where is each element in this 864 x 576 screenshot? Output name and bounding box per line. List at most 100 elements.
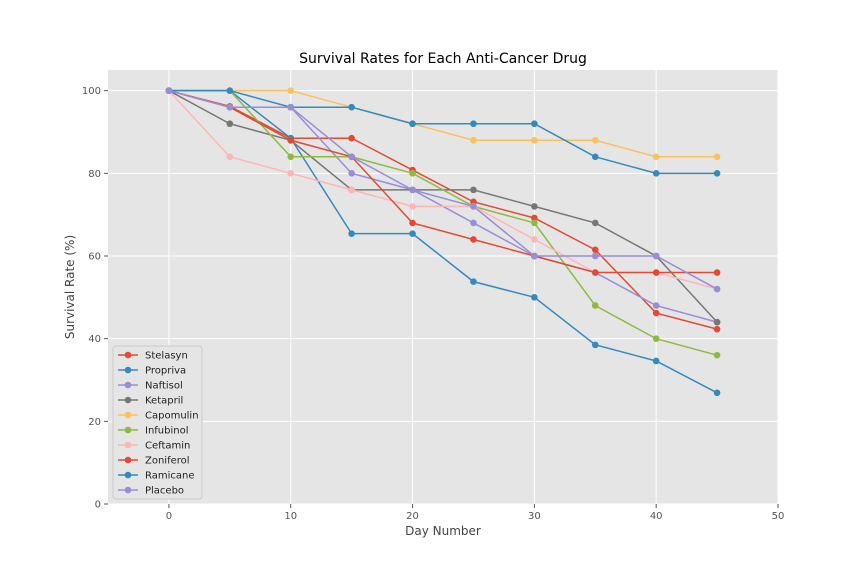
plot-background (108, 70, 778, 504)
data-point (591, 302, 599, 309)
data-point (409, 203, 416, 210)
data-point (348, 170, 355, 177)
data-point (165, 87, 173, 94)
y-tick-label: 100 (82, 86, 101, 97)
legend-item: Ketapril (118, 396, 183, 407)
data-point (470, 136, 477, 144)
data-point (591, 219, 599, 227)
x-tick-label: 30 (528, 511, 541, 522)
data-point (531, 136, 538, 144)
data-point (713, 389, 721, 397)
x-axis-label: Day Number (405, 524, 481, 538)
data-point (591, 246, 599, 254)
data-point (287, 87, 295, 94)
data-point (713, 170, 721, 177)
legend-label: Propriva (145, 366, 186, 377)
data-point (531, 219, 538, 227)
data-point (713, 325, 721, 333)
data-point (652, 170, 660, 177)
data-point (226, 87, 234, 94)
legend-marker (124, 366, 132, 374)
data-point (652, 357, 660, 365)
x-tick-label: 0 (166, 511, 172, 522)
chart-title: Survival Rates for Each Anti-Cancer Drug (299, 51, 587, 67)
legend-marker (124, 471, 132, 479)
legend-item: Naftisol (118, 381, 183, 392)
y-axis-label: Survival Rate (%) (63, 235, 77, 339)
data-point (652, 269, 660, 276)
y-tick-label: 0 (95, 500, 101, 511)
x-tick-label: 40 (650, 511, 663, 522)
data-point (531, 236, 538, 243)
data-point (531, 252, 538, 260)
x-tick-label: 20 (406, 511, 419, 522)
data-point (652, 309, 660, 317)
data-point (591, 252, 599, 260)
data-point (713, 153, 721, 161)
series-line (168, 89, 718, 290)
data-point (470, 198, 477, 206)
legend-marker (124, 381, 132, 389)
legend-label: Ramicane (145, 471, 195, 482)
legend-item: Ceftamin (118, 441, 190, 452)
legend-marker (124, 456, 132, 464)
series-line (168, 89, 718, 158)
legend-label: Placebo (145, 486, 184, 497)
data-point (713, 269, 721, 276)
data-point (713, 285, 721, 293)
y-tick-label: 40 (88, 334, 101, 345)
data-point (409, 170, 416, 177)
data-point (348, 103, 355, 111)
legend-label: Capomulin (145, 411, 199, 422)
axis-ticks: 0 10 20 30 40 50 0 20 40 60 80 100 (82, 86, 784, 522)
data-point (470, 120, 477, 128)
data-point (226, 153, 234, 161)
legend-item: Capomulin (118, 411, 199, 422)
x-tick-label: 10 (284, 511, 297, 522)
data-point (713, 318, 721, 326)
series-layer (165, 87, 721, 397)
data-point (652, 335, 660, 342)
data-point (409, 120, 416, 128)
data-point (226, 103, 234, 111)
data-point (348, 186, 355, 194)
data-point (287, 170, 295, 177)
data-point (470, 203, 477, 210)
data-point (470, 186, 477, 194)
data-point (652, 252, 660, 260)
legend-label: Infubinol (145, 426, 189, 437)
data-point (591, 269, 599, 276)
y-tick-label: 20 (88, 417, 101, 428)
data-point (531, 120, 538, 128)
x-tick-label: 50 (772, 511, 785, 522)
legend-label: Stelasyn (145, 351, 188, 362)
data-point (348, 230, 355, 237)
legend-marker (124, 351, 132, 359)
series-line (168, 89, 718, 175)
data-point (409, 230, 416, 237)
data-point (287, 153, 295, 161)
data-point (287, 136, 295, 144)
data-point (591, 153, 599, 161)
data-point (713, 351, 721, 359)
data-point (409, 186, 416, 194)
series-placebo (165, 87, 721, 293)
data-point (470, 219, 477, 227)
legend-label: Naftisol (145, 381, 183, 392)
data-point (591, 341, 599, 349)
data-point (470, 236, 477, 243)
legend-item: Propriva (118, 366, 186, 377)
data-point (591, 136, 599, 144)
data-point (531, 294, 538, 301)
legend-item: Infubinol (118, 426, 189, 437)
y-tick-label: 80 (88, 169, 101, 180)
data-point (531, 214, 538, 222)
legend-marker (124, 441, 132, 449)
legend-label: Zoniferol (145, 456, 190, 467)
data-point (287, 103, 295, 111)
data-point (652, 302, 660, 309)
legend-label: Ketapril (145, 396, 183, 407)
series-line (168, 89, 718, 394)
legend-item: Zoniferol (118, 456, 190, 467)
